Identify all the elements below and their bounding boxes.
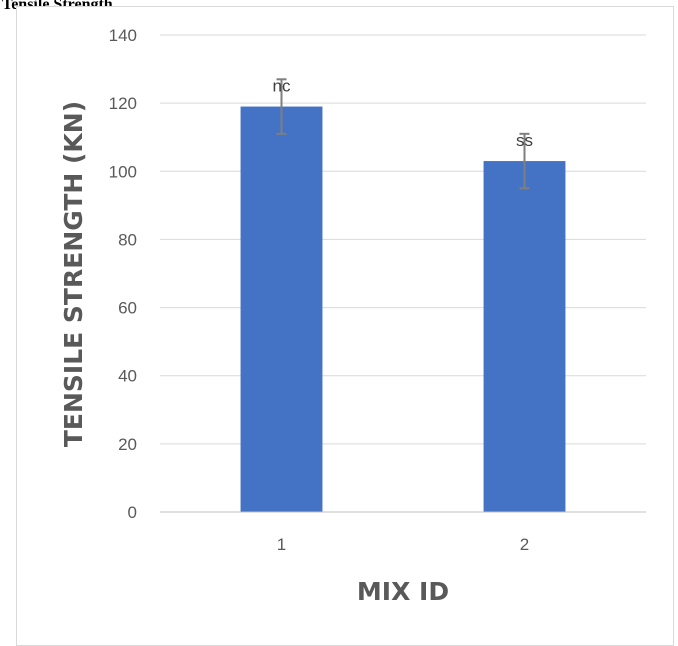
x-tick-label: 1 bbox=[277, 535, 286, 554]
bars: nc ss bbox=[240, 77, 566, 513]
x-axis-title: MIX ID bbox=[357, 577, 449, 606]
data-label: ss bbox=[516, 131, 533, 150]
y-tick-label: 40 bbox=[118, 367, 137, 386]
data-label: nc bbox=[273, 77, 291, 96]
y-tick-label: 140 bbox=[109, 26, 137, 45]
y-tick-label: 80 bbox=[118, 230, 137, 249]
bar bbox=[483, 161, 566, 513]
y-tick-label: 120 bbox=[109, 94, 137, 113]
bar bbox=[240, 106, 323, 513]
y-tick-label: 60 bbox=[118, 299, 137, 318]
gridlines bbox=[160, 34, 646, 445]
axes: 0 20 40 60 80 100 120 140 1 2 bbox=[109, 26, 646, 554]
y-axis-title: TENSILE STRENGTH (KN) bbox=[59, 101, 88, 447]
y-tick-label: 20 bbox=[118, 435, 137, 454]
y-tick-label: 100 bbox=[109, 162, 137, 181]
x-tick-label: 2 bbox=[520, 535, 529, 554]
y-tick-label: 0 bbox=[128, 503, 137, 522]
